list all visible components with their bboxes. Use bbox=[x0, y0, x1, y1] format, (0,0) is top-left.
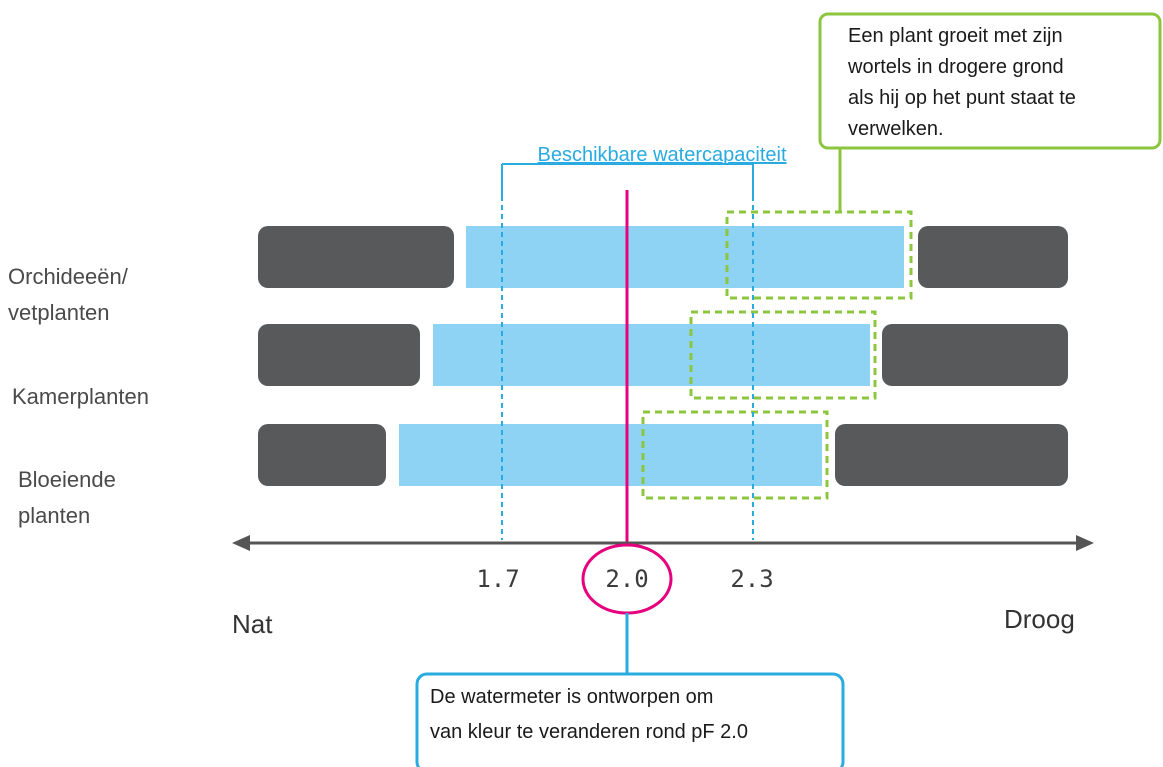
category-label-line: Orchideeën/ bbox=[8, 264, 129, 289]
callout-box bbox=[415, 672, 845, 767]
wet-bar bbox=[258, 424, 386, 486]
tick-label: 2.3 bbox=[730, 565, 773, 593]
tick-label: 2.0 bbox=[605, 565, 648, 593]
blue-callout: De watermeter is ontworpen om van kleur … bbox=[415, 613, 845, 767]
range-label: Beschikbare watercapaciteit bbox=[537, 144, 786, 166]
dry-bar bbox=[882, 324, 1068, 386]
available-band bbox=[466, 226, 904, 288]
callout-line: als hij op het punt staat te bbox=[848, 87, 1076, 109]
tick-label: 1.7 bbox=[476, 565, 519, 593]
category-label-line: Bloeiende bbox=[18, 467, 116, 492]
available-band bbox=[433, 324, 870, 386]
available-capacity-bracket bbox=[501, 163, 754, 540]
callout-text: De watermeter is ontworpen om van kleur … bbox=[430, 686, 748, 743]
left-arrow-icon bbox=[232, 535, 250, 551]
category-label-orchids: Orchideeën/ vetplanten bbox=[8, 264, 134, 325]
root-zone-highlight bbox=[689, 310, 877, 400]
category-label-line: planten bbox=[18, 503, 90, 528]
callout-line: verwelken. bbox=[848, 118, 944, 140]
root-zone-highlight bbox=[725, 210, 913, 300]
dry-bar bbox=[918, 226, 1068, 288]
callout-line: van kleur te veranderen rond pF 2.0 bbox=[430, 721, 748, 743]
green-callout: Een plant groeit met zijn wortels in dro… bbox=[818, 12, 1162, 212]
dry-bar bbox=[835, 424, 1068, 486]
wet-bar bbox=[258, 226, 454, 288]
callout-box bbox=[818, 12, 1162, 150]
category-label-line: vetplanten bbox=[8, 300, 110, 325]
pf-axis bbox=[232, 535, 1094, 551]
bar-row-houseplants bbox=[258, 310, 1068, 400]
callout-line: wortels in drogere grond bbox=[847, 56, 1064, 78]
wet-bar bbox=[258, 324, 420, 386]
axis-left-label: Nat bbox=[232, 609, 273, 639]
axis-right-label: Droog bbox=[1004, 604, 1075, 634]
category-label-line: Kamerplanten bbox=[12, 384, 149, 409]
callout-line: Een plant groeit met zijn bbox=[848, 25, 1063, 47]
category-label-flowering: Bloeiende planten bbox=[18, 467, 122, 528]
right-arrow-icon bbox=[1076, 535, 1094, 551]
category-label-houseplants: Kamerplanten bbox=[12, 384, 149, 409]
callout-text: Een plant groeit met zijn wortels in dro… bbox=[847, 25, 1082, 140]
bar-row-flowering bbox=[258, 410, 1068, 500]
bar-row-orchids bbox=[258, 210, 1068, 300]
callout-line: De watermeter is ontworpen om bbox=[430, 686, 713, 708]
root-zone-highlight bbox=[641, 410, 829, 500]
available-band bbox=[399, 424, 822, 486]
